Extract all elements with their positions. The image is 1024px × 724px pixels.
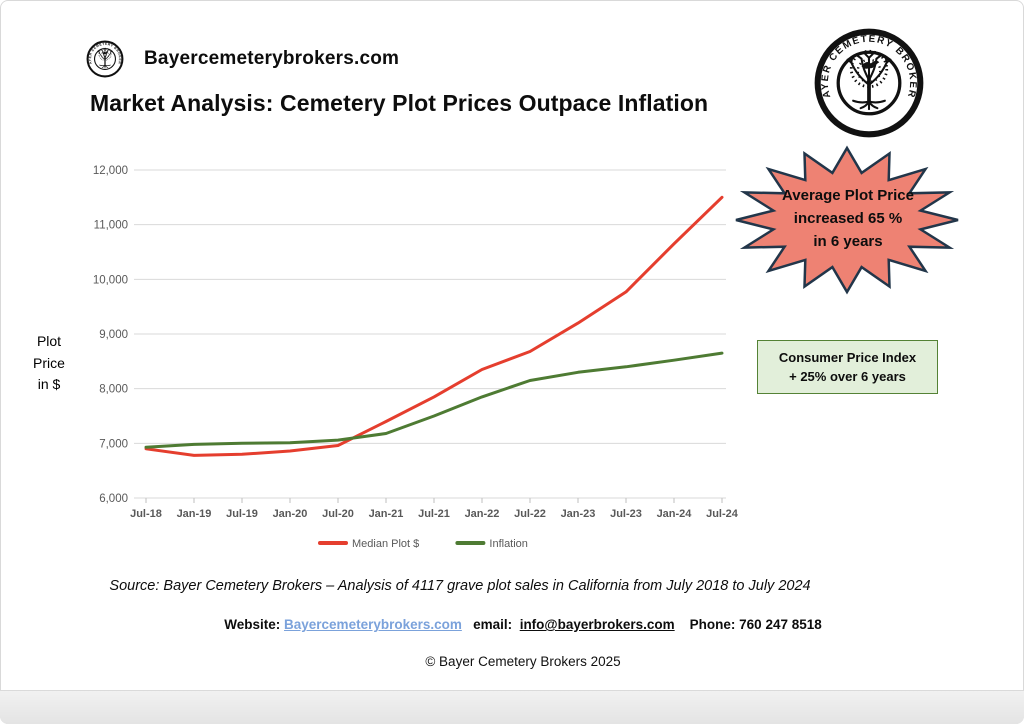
website-label: Website: [224,617,281,632]
series-line-inflation [144,351,724,449]
y-axis-label-line: Plot [36,333,62,349]
y-axis-label-line: Price [33,354,65,371]
legend-swatch [318,541,348,545]
starburst-line: Average Plot Price [781,187,914,204]
page-title: Market Analysis: Cemetery Plot Prices Ou… [90,90,709,116]
x-tick-label: Jul-22 [514,508,546,520]
brand-row: BAYER CEMETERY BROKERS Bayercemeterybrok… [86,40,399,78]
website-link[interactable]: Bayercemeterybrokers.com [284,617,462,632]
y-tick-label: 11,000 [94,220,128,232]
contact-bar: Website: Bayercemeterybrokers.com email:… [103,617,943,632]
x-tick-label: Jul-20 [322,508,354,520]
x-tick-label: Jul-24 [706,508,739,520]
x-tick-label: Jan-24 [657,508,693,520]
x-tick-label: Jul-19 [226,508,258,520]
x-tick-label: Jan-20 [273,508,308,520]
phone-text: Phone: 760 247 8518 [689,617,822,632]
y-tick-label: 10,000 [93,274,128,286]
y-axis-label-line: in $ [37,376,61,393]
y-axis-label: Plot Price in $ [18,331,80,396]
brand-logo-icon: BAYER CEMETERY BROKERS [86,40,124,78]
chart-canvas: 6,000 7,000 8,000 9,000 10,000 11,000 12,000 Ju… [93,165,739,550]
starburst-badge [733,145,961,295]
bottom-strip [0,690,1024,724]
starburst-text: Average Plot Price increased 65 % in 6 y… [763,184,933,253]
x-tick-label: Jan-19 [177,508,212,520]
y-tick-label: 8,000 [99,384,128,396]
y-tick-label: 9,000 [99,329,128,341]
starburst-line: in 6 years [813,233,883,250]
cpi-badge: Consumer Price Index + 25% over 6 years [757,340,938,394]
x-tick-label: Jan-21 [369,508,404,520]
copyright-note: © Bayer Cemetery Brokers 2025 [425,654,621,669]
series-line-median-plot- [144,195,724,457]
y-tick-label: 6,000 [99,493,128,505]
x-tick-label: Jul-18 [130,508,162,520]
y-tick-label: 12,000 [93,165,128,177]
seal-logo-svg: BAYER CEMETERY BROKERS [813,27,924,138]
legend-label: Median Plot $ [352,538,419,550]
seal-logo-svg: BAYER CEMETERY BROKERS [86,40,124,78]
y-tick-label: 7,000 [99,438,128,450]
brand-name: Bayercemeterybrokers.com [144,48,400,69]
email-label: email: [473,617,513,632]
starburst-shape [735,145,959,295]
cpi-line: + 25% over 6 years [789,369,906,384]
company-seal-icon: BAYER CEMETERY BROKERS [813,27,925,139]
x-tick-label: Jan-23 [561,508,596,520]
legend-swatch [455,541,486,545]
x-tick-label: Jul-23 [610,508,642,520]
source-note: Source: Bayer Cemetery Brokers – Analysi… [109,578,811,594]
x-tick-label: Jan-22 [465,508,500,520]
legend-label: Inflation [489,538,528,550]
cpi-line: Consumer Price Index [778,350,917,365]
starburst-line: increased 65 % [793,210,903,227]
x-tick-label: Jul-21 [418,508,450,520]
price-line-chart: 6,000 7,000 8,000 9,000 10,000 11,000 12,000 Ju… [0,150,760,570]
email-link[interactable]: info@bayerbrokers.com [519,617,675,632]
